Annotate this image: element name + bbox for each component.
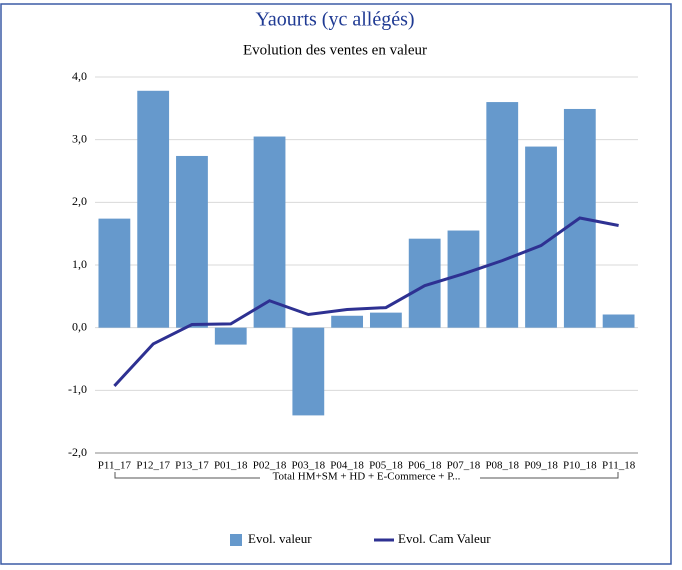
y-tick-label: 4,0 xyxy=(72,69,87,83)
y-tick-label: 2,0 xyxy=(72,194,87,208)
legend-label: Evol. valeur xyxy=(248,531,312,546)
bar xyxy=(176,155,208,328)
group-label-bg xyxy=(260,472,480,482)
line xyxy=(113,216,619,387)
x-tick-label: P13_17 xyxy=(175,460,209,472)
y-tick-label: -1,0 xyxy=(68,382,87,396)
chart-subtitle: Evolution des ventes en valeur xyxy=(243,42,427,58)
legend-label: Evol. Cam Valeur xyxy=(398,531,491,546)
x-tick-label: P03_18 xyxy=(292,460,326,472)
bar xyxy=(369,312,402,328)
y-tick-label: 0,0 xyxy=(72,319,87,333)
bar xyxy=(137,90,170,328)
bar xyxy=(253,136,286,328)
x-tick-label: P04_18 xyxy=(330,460,364,472)
x-tick-label: P01_18 xyxy=(214,460,248,472)
bar xyxy=(214,327,247,345)
x-tick-label: P06_18 xyxy=(408,460,442,472)
chart-title: Yaourts (yc allégés) xyxy=(255,9,414,31)
x-tick-label: P05_18 xyxy=(369,460,403,472)
y-tick-label: -2,0 xyxy=(68,445,87,459)
bar xyxy=(331,315,364,328)
x-tick-label: P09_18 xyxy=(524,460,558,472)
bar xyxy=(447,230,480,328)
x-tick-label: P11_18 xyxy=(602,460,636,472)
x-tick-label: P08_18 xyxy=(485,460,519,472)
x-tick-label: P07_18 xyxy=(447,460,481,472)
bar xyxy=(486,102,519,328)
legend-swatch xyxy=(230,534,242,546)
group-label: Total HM+SM + HD + E-Commerce + P... xyxy=(273,471,461,483)
x-tick-label: P11_17 xyxy=(98,460,132,472)
y-tick-label: 3,0 xyxy=(72,131,87,145)
x-tick-label: P12_17 xyxy=(136,460,170,472)
x-tick-label: P02_18 xyxy=(253,460,287,472)
y-tick-label: 1,0 xyxy=(72,257,87,271)
bar xyxy=(98,218,131,328)
bar xyxy=(602,314,635,328)
x-tick-label: P10_18 xyxy=(563,460,597,472)
bar xyxy=(292,327,325,416)
